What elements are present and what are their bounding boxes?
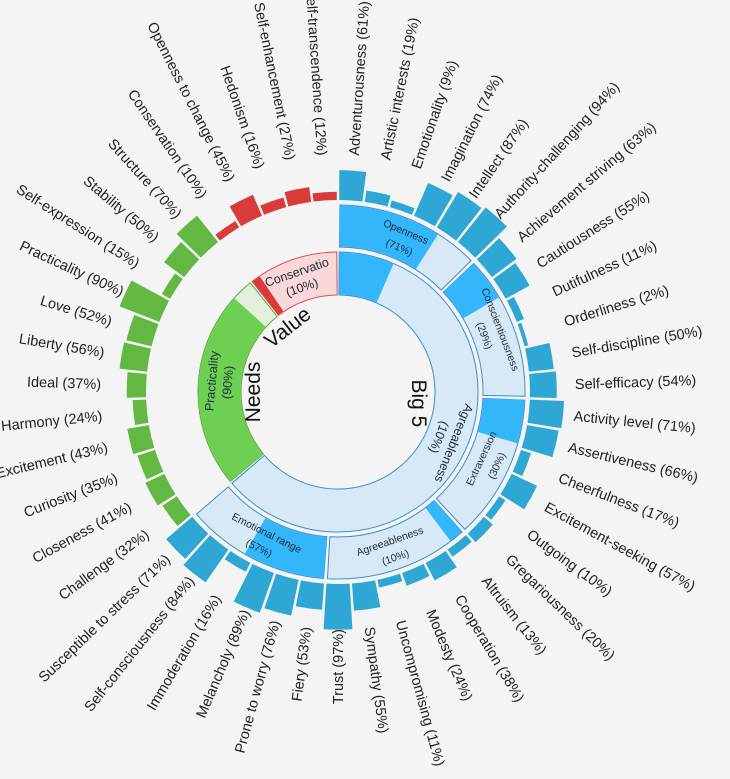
facet-bar [312,191,337,202]
facet-bar [339,170,367,202]
facet-label: Love (52%) [38,293,114,330]
facet: Sympathy (55%) [351,580,391,734]
facet-bar [389,200,415,215]
ring1-label-pct: (90%) [219,365,236,399]
facet-bar [525,342,554,372]
facet-bar [224,550,251,572]
facet: Self-enhancement (27%) [250,1,312,207]
ring1-label: Practicality(90%) [202,350,236,412]
facet-bar [527,399,565,429]
facet-label: Trust (97%) [331,629,347,704]
facet-bar [425,550,457,581]
trait-emotional-range: Emotional range(57%) [195,486,328,579]
facet-label: Self-discipline (50%) [571,324,704,362]
facet: Adventurousness (61%) [339,1,373,202]
facet-label: Adventurousness (61%) [347,1,373,156]
trait-agreeableness: Agreeableness(10%) [326,499,463,580]
ring2-fill [339,205,438,270]
ring2-fill [443,263,499,319]
facet-bar [162,496,191,527]
facet-bar [119,342,151,372]
facet-bar [127,425,155,455]
facet: Ideal (37%) [27,372,147,398]
facet-bar [137,450,164,480]
facet-bar [414,183,453,227]
trait-conscientiousness: Conscientiousness(29%) [442,262,526,397]
facet-bar [229,194,262,227]
facet-bar [467,516,493,543]
facet-bar [215,221,240,241]
facet-bar [351,580,381,611]
facet: Uncompromising (11%) [377,573,447,768]
ring1-segment [231,251,479,533]
facet-label: Self-efficacy (54%) [575,373,697,393]
ring2-fill [477,398,525,444]
trait-extraversion: Extraversion(30%) [435,397,526,531]
facet-bar [377,573,403,588]
facet-bar [264,573,299,616]
facet-bar [260,197,287,215]
facet-label: Activity level (71%) [573,409,696,437]
facet-label: Fiery (53%) [289,626,315,702]
facet-bar [183,535,229,583]
ring1-label-name: Practicality [202,350,221,412]
facet-bar [436,192,482,241]
facet-bar [402,563,430,586]
facet-bar [517,322,529,347]
ring1-fill [198,298,266,482]
facet-bar [284,187,312,207]
facet-label: Artistic interests (19%) [378,16,423,161]
facet-bar [457,207,507,258]
facet-bar [119,280,170,322]
ring2-segment [326,499,463,580]
facet: Artistic interests (19%) [364,16,423,207]
ring2-fill [244,518,327,578]
facet-bar [447,535,472,557]
facet-label: Sympathy (55%) [361,626,391,734]
facet-bar [132,399,149,425]
ring2-fill [425,500,462,541]
facet-bar [323,583,353,630]
facet-bar [485,496,506,520]
facet-label: Liberty (56%) [18,331,106,361]
facet-bar [166,516,209,559]
group-big-5: Big 5 Agreeableness(10%)Openness(71%)Adve… [36,1,704,768]
facet-bar [164,242,200,278]
facet-label: Self-transcendence (12%) [302,0,329,156]
facet-bar [493,263,530,299]
facet-bar [126,314,159,347]
facet: Excitement (43%) [0,425,155,482]
facet-label: Openness to change (45%) [143,20,237,185]
facet-bar [126,372,147,398]
ring1-fill [252,276,284,315]
ring1-fill [338,252,394,303]
facet-bar [521,425,559,458]
facet-bar [145,473,176,506]
facet: Harmony (24%) [0,399,149,435]
group-label: Big 5 [407,379,430,427]
facet: Self-discipline (50%) [525,324,704,372]
facet-label: Excitement (43%) [0,440,110,482]
facet: Self-transcendence (12%) [302,0,337,202]
group-label: Needs [242,362,265,423]
facet-bar [506,297,525,322]
facet-bar [161,273,183,299]
facet-bar [512,450,532,477]
facet-bar [529,371,557,398]
facet: Self-efficacy (54%) [529,371,697,398]
facet-bar [295,580,325,610]
facet: Trust (97%) [323,583,353,704]
facet-bar [176,215,219,258]
facet-bar [233,563,274,613]
facet-bar [476,238,517,278]
facet-bar [500,473,538,510]
facet-label: Gregariousness (20%) [502,552,617,664]
facet-bar [364,190,391,207]
facet-label: Ideal (37%) [27,375,102,393]
facet-label: Harmony (24%) [0,409,103,435]
